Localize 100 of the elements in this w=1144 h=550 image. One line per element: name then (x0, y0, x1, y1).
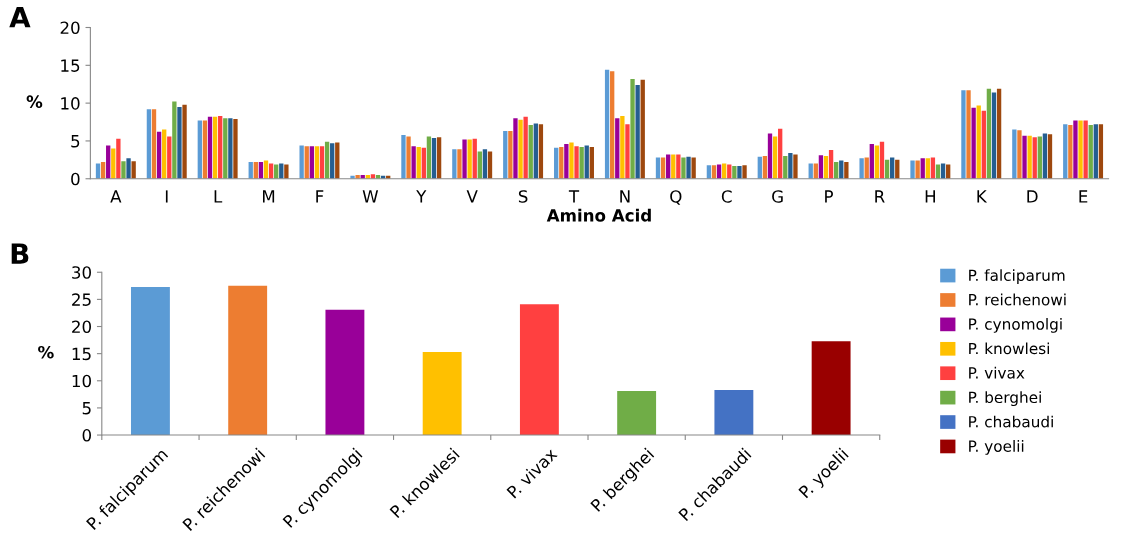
bar (111, 148, 116, 179)
bar (431, 137, 437, 179)
bar (625, 124, 630, 179)
bar (879, 141, 885, 179)
bar (640, 79, 645, 179)
bar (156, 131, 162, 179)
x-tick-label: V (466, 190, 478, 203)
bar (844, 162, 849, 179)
bar (925, 158, 930, 179)
y-tick-label: 0 (82, 429, 91, 442)
bar (793, 154, 798, 179)
bar (559, 146, 564, 179)
bar (518, 119, 523, 179)
bar (778, 128, 783, 179)
bar (1083, 120, 1088, 179)
bar (177, 106, 182, 179)
bar (742, 165, 747, 179)
bar (910, 160, 915, 179)
bar (610, 71, 615, 179)
bar (1098, 124, 1104, 179)
bar (564, 143, 569, 179)
text: A (9, 6, 31, 28)
x-tick-label: K (977, 190, 988, 203)
bar (915, 160, 920, 179)
bar (767, 133, 773, 179)
bar (966, 90, 971, 179)
bar (508, 131, 513, 179)
bar (151, 109, 157, 179)
bar (513, 118, 518, 179)
bar (218, 115, 223, 179)
bar (859, 158, 864, 179)
bar (274, 164, 279, 179)
bar (1068, 125, 1073, 179)
bar (772, 136, 778, 179)
bar (1032, 137, 1037, 179)
bar (462, 139, 467, 179)
y-tick-label: 30 (72, 266, 91, 279)
x-tick-label: R (875, 190, 885, 203)
legend-label: P. vivax (969, 366, 1025, 379)
bar (330, 143, 335, 179)
bar (1088, 125, 1093, 179)
bar (411, 146, 416, 179)
legend-label: P. cynomolgi (969, 318, 1062, 333)
bar (620, 115, 625, 179)
bar (630, 78, 635, 179)
legend-label: P. chabaudi (969, 415, 1053, 428)
bar (533, 123, 538, 179)
x-tick-label: N (620, 190, 630, 203)
bar (116, 138, 121, 179)
bar (121, 161, 126, 179)
bar (202, 120, 208, 179)
x-tick-label: S (518, 190, 528, 203)
bar (874, 145, 880, 179)
legend-label: P. berghei (969, 391, 1041, 407)
bar (426, 136, 432, 179)
x-tick-label: C (721, 190, 732, 203)
bar (996, 88, 1002, 179)
bar (589, 146, 594, 179)
y-tick-label: 0 (71, 172, 80, 186)
bar (946, 164, 951, 179)
bar (472, 138, 477, 179)
bar (691, 157, 696, 179)
bar (401, 134, 406, 179)
x-tick-label: W (362, 190, 379, 203)
text: B (11, 243, 29, 264)
bar (615, 118, 620, 179)
x-tick-label: E (1079, 190, 1088, 203)
bar (314, 146, 320, 179)
y-tick-label: 5 (82, 402, 91, 415)
bar (406, 136, 411, 179)
bar (737, 165, 742, 179)
bar (467, 139, 472, 179)
legend-label: P. falciparum (969, 269, 1065, 284)
bar (212, 116, 218, 179)
bar (818, 155, 824, 179)
bar (788, 153, 793, 179)
bar (207, 116, 213, 179)
bar (732, 165, 737, 179)
x-tick-label: I (165, 190, 168, 203)
bar (523, 116, 528, 179)
y-tick-label: 10 (61, 97, 80, 110)
y-tick-label: 15 (61, 59, 80, 72)
bar (961, 90, 966, 179)
bar (981, 110, 986, 179)
bar (324, 141, 330, 179)
bar (604, 69, 610, 179)
legend-label: P. knowlesi (969, 342, 1049, 355)
y-tick-label: 5 (71, 135, 80, 148)
bar (1027, 135, 1032, 179)
bar (569, 142, 574, 179)
bar (554, 147, 559, 179)
bar (228, 118, 233, 179)
bar (986, 88, 992, 179)
bar (762, 156, 768, 179)
bar (319, 146, 325, 179)
bar (528, 125, 533, 179)
bar (1047, 134, 1053, 179)
bar (869, 143, 874, 179)
bar (131, 161, 136, 179)
y-axis-title: % (26, 95, 43, 108)
